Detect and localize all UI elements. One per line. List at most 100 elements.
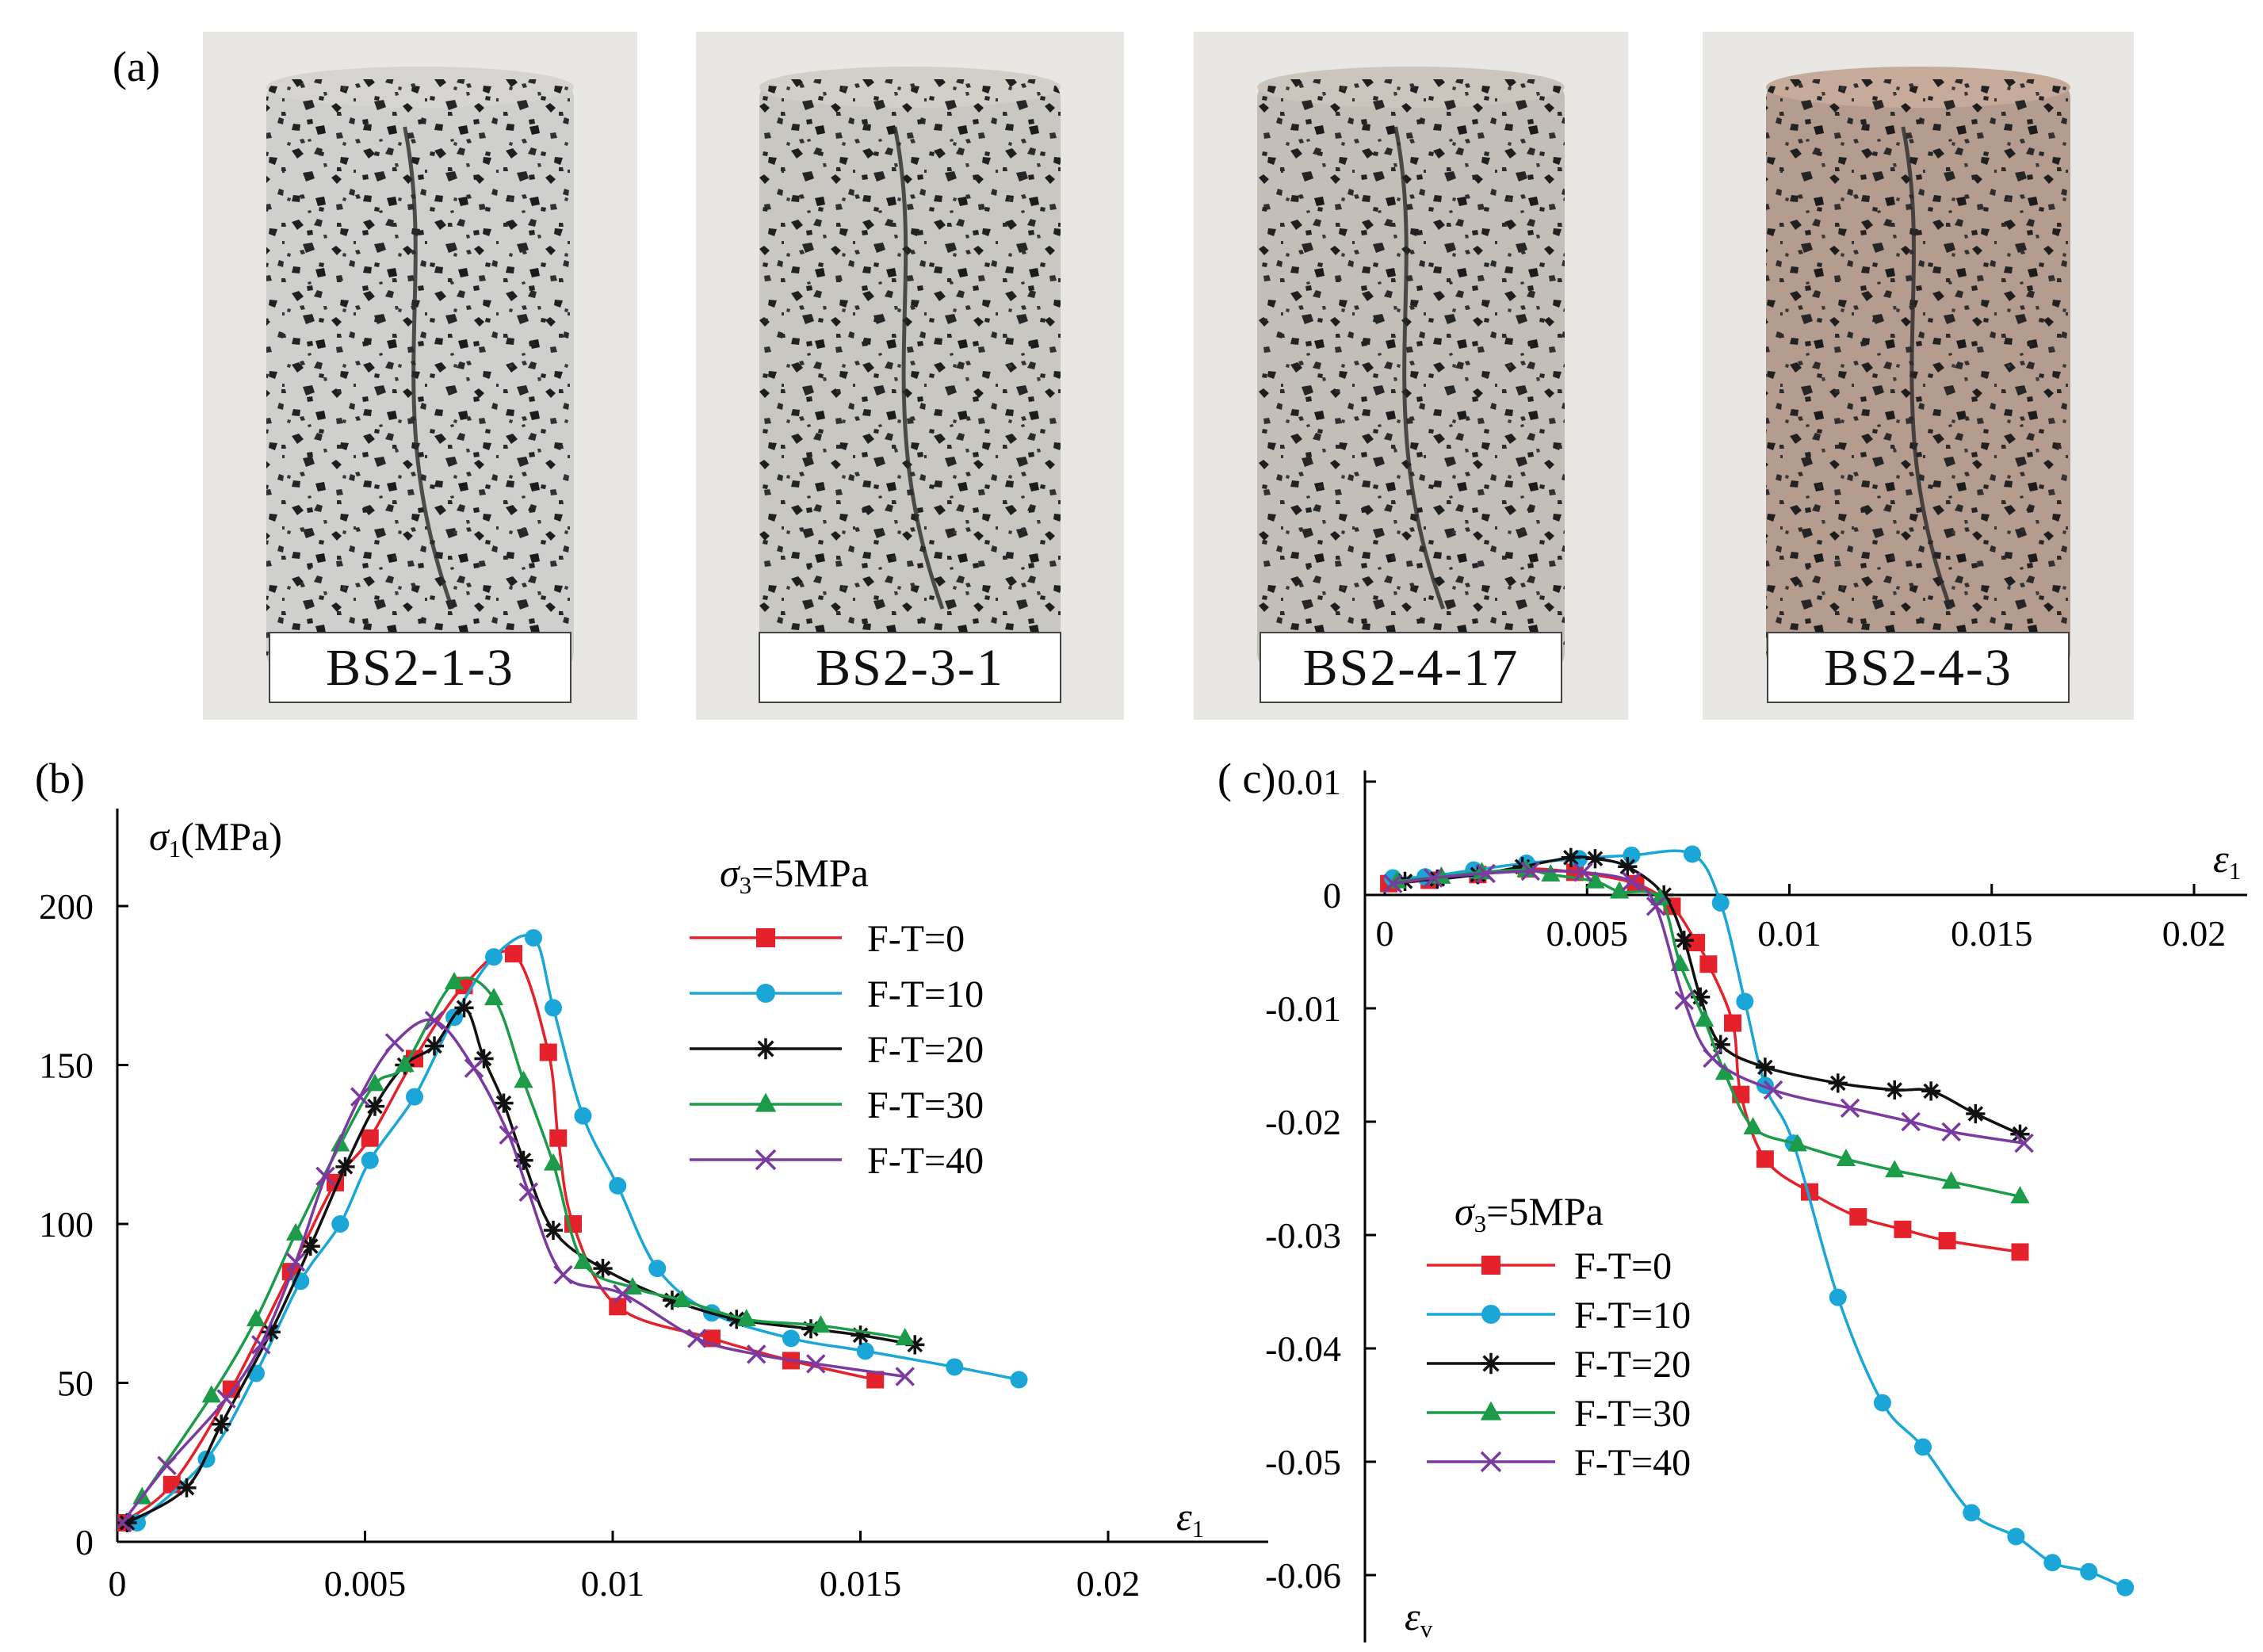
legend-label: F-T=30	[867, 1084, 984, 1126]
data-point	[1755, 1057, 1775, 1077]
specimen-label-box	[1260, 632, 1562, 703]
data-point	[801, 1319, 821, 1339]
data-point	[2043, 1554, 2062, 1572]
legend-title: σ3=5MPa	[720, 851, 869, 899]
y-tick-label: 200	[39, 886, 94, 927]
legend-marker	[1480, 1401, 1502, 1421]
data-point	[2080, 1562, 2098, 1581]
data-point	[1382, 874, 1403, 893]
series-line	[1397, 868, 2020, 1199]
data-point	[514, 1150, 533, 1170]
data-point	[1695, 1009, 1714, 1027]
series-line	[121, 950, 876, 1524]
series-f-t-30	[1387, 859, 2030, 1204]
legend-title: σ3=5MPa	[1455, 1189, 1604, 1237]
data-point	[851, 1325, 870, 1345]
y-axis-label: εv	[1405, 1594, 1433, 1642]
legend-entry-f-t-40: F-T=40	[1427, 1442, 1691, 1484]
data-point	[285, 1222, 306, 1241]
data-point	[1743, 1116, 1763, 1134]
specimen-photos: BS2-1-3 BS2-3-1 BS2-4-17 BS2-4-3	[203, 32, 2134, 720]
data-point	[1010, 1371, 1028, 1389]
y-tick-label: -0.02	[1265, 1102, 1341, 1142]
legend-entry-f-t-10: F-T=10	[690, 973, 984, 1015]
chart-b-series	[117, 929, 1028, 1533]
data-point	[574, 1107, 592, 1125]
specimen-label: BS2-4-3	[1824, 639, 2013, 697]
data-point	[1938, 1232, 1956, 1250]
data-point	[895, 1328, 915, 1346]
data-point	[1885, 1080, 1905, 1100]
x-axis-label: ε1	[2213, 836, 2241, 885]
data-point	[1840, 1098, 1860, 1119]
data-point	[905, 1335, 925, 1355]
mineral-speckles-fine	[266, 79, 574, 672]
data-point	[1512, 857, 1532, 877]
data-point	[593, 1259, 613, 1279]
y-tick-label: -0.01	[1265, 989, 1341, 1029]
chart-b: (b) 0 0.005 0.01 0.015 0.02 0 50 100 150 200 σ1(MP…	[35, 755, 1268, 1604]
specimen-label: BS2-3-1	[816, 639, 1004, 697]
specimen-photo-2: BS2-3-1	[696, 32, 1124, 720]
data-point	[201, 1385, 221, 1403]
series-f-t-0	[1380, 860, 2029, 1261]
x-tick-label: 0.015	[1951, 913, 2033, 954]
data-point	[1674, 931, 1694, 950]
specimen-label-box	[1767, 632, 2070, 703]
data-point	[1585, 849, 1605, 869]
data-point	[454, 998, 474, 1018]
y-tick-label: -0.04	[1265, 1329, 1341, 1369]
mineral-speckles-fine	[1766, 79, 2070, 672]
data-point	[1894, 1220, 1912, 1238]
data-point	[1787, 1134, 1807, 1152]
data-point	[285, 1252, 306, 1272]
data-point	[216, 1389, 236, 1409]
series-f-t-20	[117, 998, 925, 1533]
chart-b-legend: σ3=5MPa F-T=0 F-T=10 F-T=20 F-T=30 F-T=40	[690, 851, 984, 1182]
specimen-label: BS2-1-3	[326, 639, 514, 697]
data-point	[2007, 1528, 2025, 1546]
data-point	[539, 1043, 557, 1061]
y-tick-label: 0	[1323, 875, 1341, 916]
data-point	[1424, 868, 1443, 888]
data-point	[1836, 1148, 1856, 1166]
data-point	[648, 1260, 667, 1278]
specimen-photo-4: BS2-4-3	[1703, 32, 2134, 720]
specimen-label-box	[269, 632, 571, 703]
data-point	[1941, 1171, 1961, 1189]
data-point	[1650, 888, 1670, 906]
panel-a-label: (a)	[113, 43, 160, 90]
series-line	[140, 976, 906, 1498]
mineral-speckles-fine	[1257, 79, 1565, 672]
series-f-t-40	[1382, 861, 2034, 1153]
data-point	[444, 972, 464, 990]
data-point	[1691, 987, 1711, 1007]
data-point	[1573, 862, 1593, 882]
data-point	[499, 1125, 518, 1145]
legend-label: F-T=30	[1574, 1393, 1691, 1435]
data-point	[395, 1054, 415, 1073]
mineral-speckles-fine	[759, 79, 1061, 672]
x-tick-label: 0	[109, 1563, 127, 1604]
data-point	[1714, 1062, 1734, 1080]
data-point	[1963, 1504, 1981, 1522]
data-point	[484, 988, 504, 1006]
legend-entry-f-t-0: F-T=0	[690, 918, 965, 960]
data-point	[2010, 1186, 2030, 1204]
data-point	[1885, 1160, 1905, 1178]
data-point	[474, 1049, 494, 1069]
data-point	[856, 1342, 874, 1360]
series-line	[1388, 867, 2020, 1254]
data-point	[1828, 1073, 1848, 1093]
data-point	[1654, 885, 1674, 905]
data-point	[1901, 1111, 1921, 1132]
x-tick-label: 0.01	[1757, 913, 1821, 954]
data-point	[1711, 1034, 1730, 1054]
y-tick-label: -0.06	[1265, 1555, 1341, 1596]
data-point	[1913, 1438, 1932, 1456]
data-point	[212, 1414, 231, 1434]
data-point	[1756, 1150, 1774, 1168]
data-point	[613, 1283, 633, 1304]
data-point	[811, 1315, 831, 1333]
